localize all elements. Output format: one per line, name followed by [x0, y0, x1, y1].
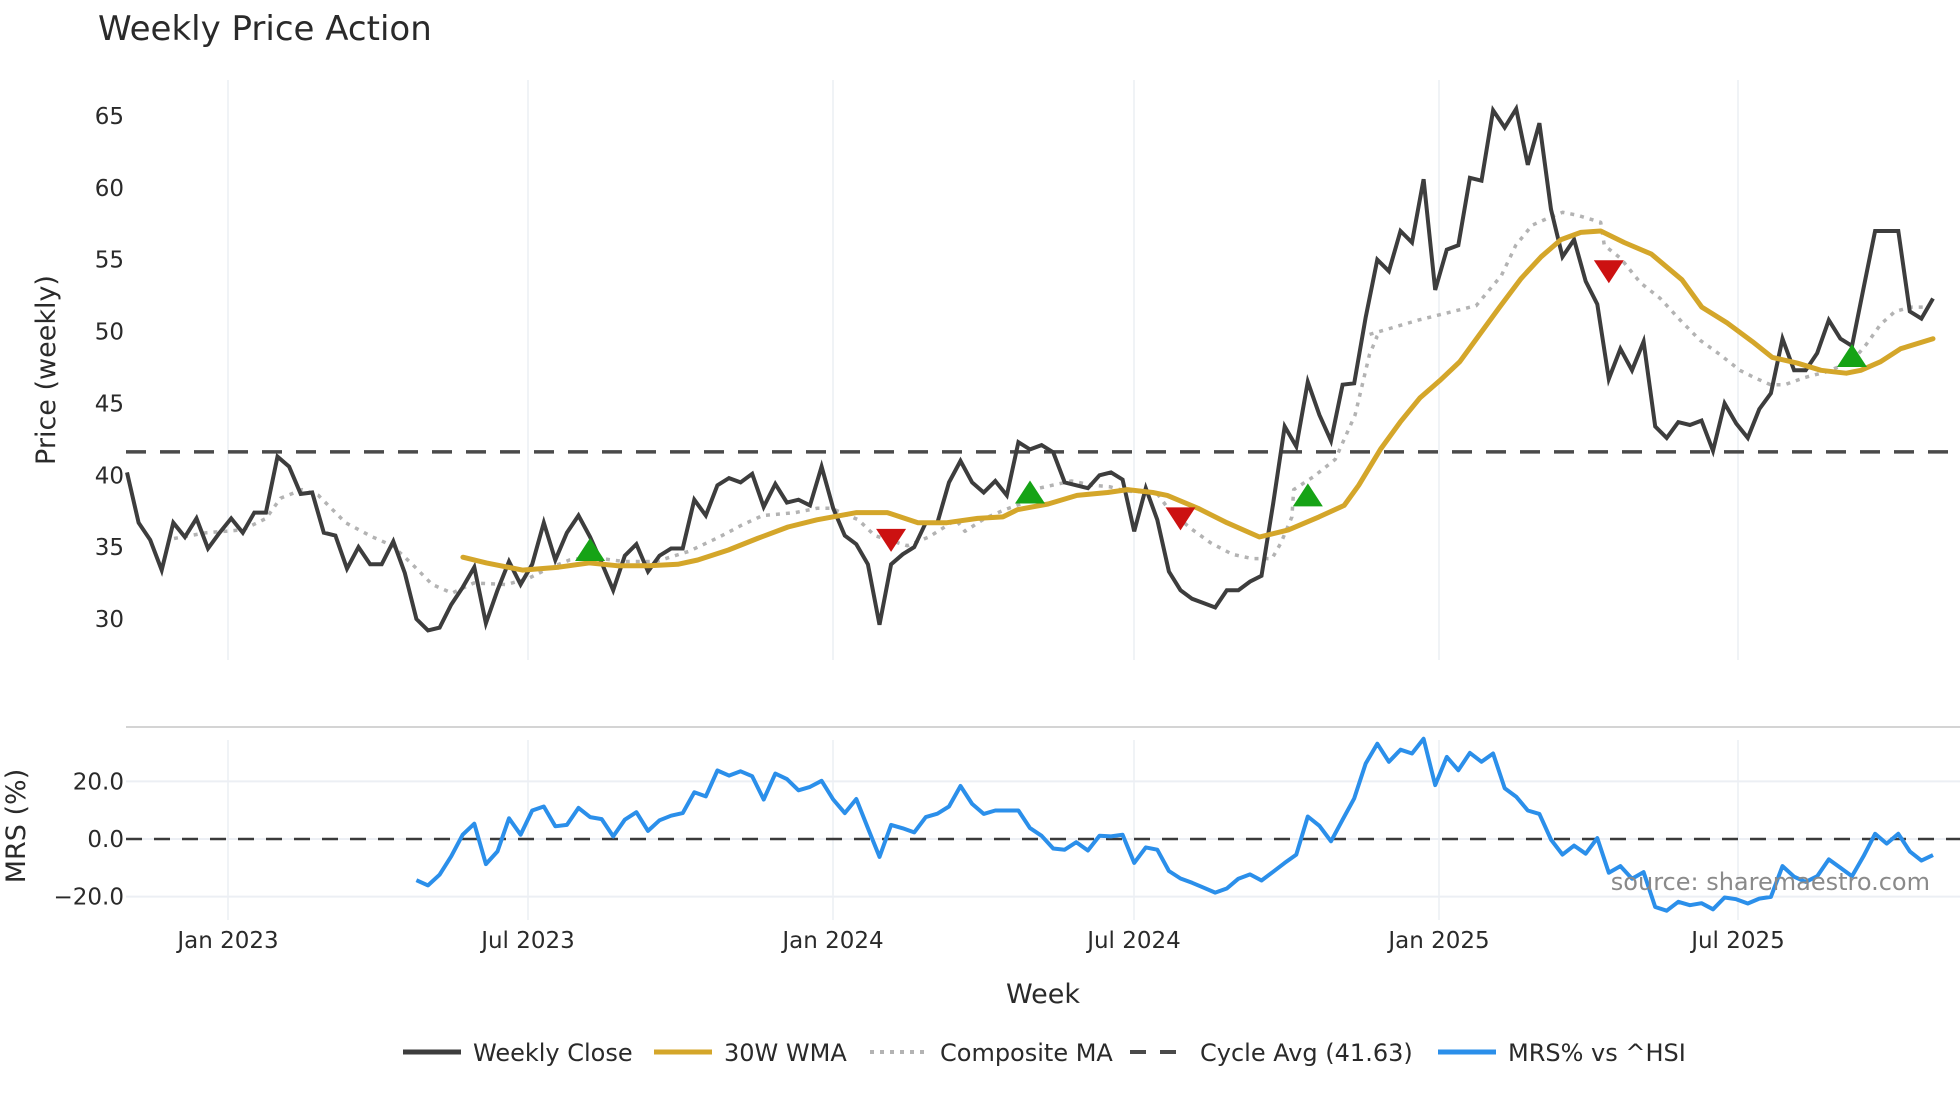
legend-label: Weekly Close [473, 1039, 633, 1067]
signal-markers [575, 260, 1867, 561]
sell-signal-triangle-icon [1165, 507, 1196, 531]
mrs-y-tick-labels: 20.0 0.0 −20.0 [54, 769, 124, 910]
y-tick-label: 35 [95, 535, 124, 561]
y-tick-label: 50 [95, 320, 124, 346]
chart-title: Weekly Price Action [98, 9, 432, 49]
buy-signal-triangle-icon [1292, 483, 1323, 507]
mrs-y-axis-title: MRS (%) [1, 769, 32, 884]
x-tick-label: Jan 2025 [1386, 928, 1489, 954]
legend-item-mrs: MRS% vs ^HSI [1438, 1039, 1686, 1067]
x-axis-title: Week [1006, 979, 1080, 1010]
y-tick-label: 65 [95, 104, 124, 130]
buy-signal-triangle-icon [575, 537, 606, 561]
price-gridlines [227, 80, 1739, 660]
wma-line [460, 228, 1936, 573]
price-y-axis-title: Price (weekly) [31, 275, 62, 465]
buy-signal-triangle-icon [1015, 480, 1045, 504]
y-tick-label: 30 [95, 607, 124, 633]
mrs-series [415, 736, 1934, 913]
composite-ma-line [173, 210, 1928, 595]
legend: Weekly Close 30W WMA Composite MA Cycle Avg… [403, 1039, 1686, 1067]
x-tick-label: Jul 2025 [1689, 928, 1785, 954]
x-tick-label: Jul 2023 [479, 928, 575, 954]
x-tick-labels: Jan 2023 Jul 2023 Jan 2024 Jul 2024 Jan 2025… [175, 928, 1784, 954]
y-tick-label: 60 [95, 176, 124, 202]
legend-item-wma: 30W WMA [654, 1039, 847, 1067]
x-tick-label: Jan 2024 [780, 928, 883, 954]
legend-item-composite: Composite MA [870, 1039, 1113, 1067]
mrs-panel: 20.0 0.0 −20.0 MRS (%) source: sharemaestr… [1, 736, 1960, 920]
sell-signal-triangle-icon [1593, 260, 1624, 284]
legend-label: 30W WMA [724, 1039, 847, 1067]
y-tick-label: −20.0 [54, 885, 124, 911]
legend-item-cycle: Cycle Avg (41.63) [1130, 1039, 1413, 1067]
legend-label: MRS% vs ^HSI [1508, 1039, 1686, 1067]
price-series [125, 103, 1960, 633]
y-tick-label: 20.0 [73, 769, 124, 795]
legend-item-close: Weekly Close [403, 1039, 633, 1067]
legend-label: Cycle Avg (41.63) [1200, 1039, 1413, 1067]
price-y-tick-labels: 30 35 40 45 50 55 60 65 [95, 104, 124, 633]
y-tick-label: 40 [95, 463, 124, 489]
sell-signal-triangle-icon [876, 528, 907, 552]
legend-label: Composite MA [940, 1039, 1113, 1067]
source-watermark: source: sharemaestro.com [1611, 868, 1930, 896]
x-tick-label: Jul 2024 [1085, 928, 1181, 954]
y-tick-label: 45 [95, 391, 124, 417]
y-tick-label: 0.0 [87, 827, 124, 853]
x-tick-label: Jan 2023 [175, 928, 278, 954]
mrs-line [415, 736, 1934, 913]
price-panel: 30 35 40 45 50 55 60 65 Price (weekly) [31, 80, 1960, 660]
weekly-close-line [125, 103, 1935, 633]
y-tick-label: 55 [95, 248, 124, 274]
buy-signal-triangle-icon [1836, 343, 1867, 367]
